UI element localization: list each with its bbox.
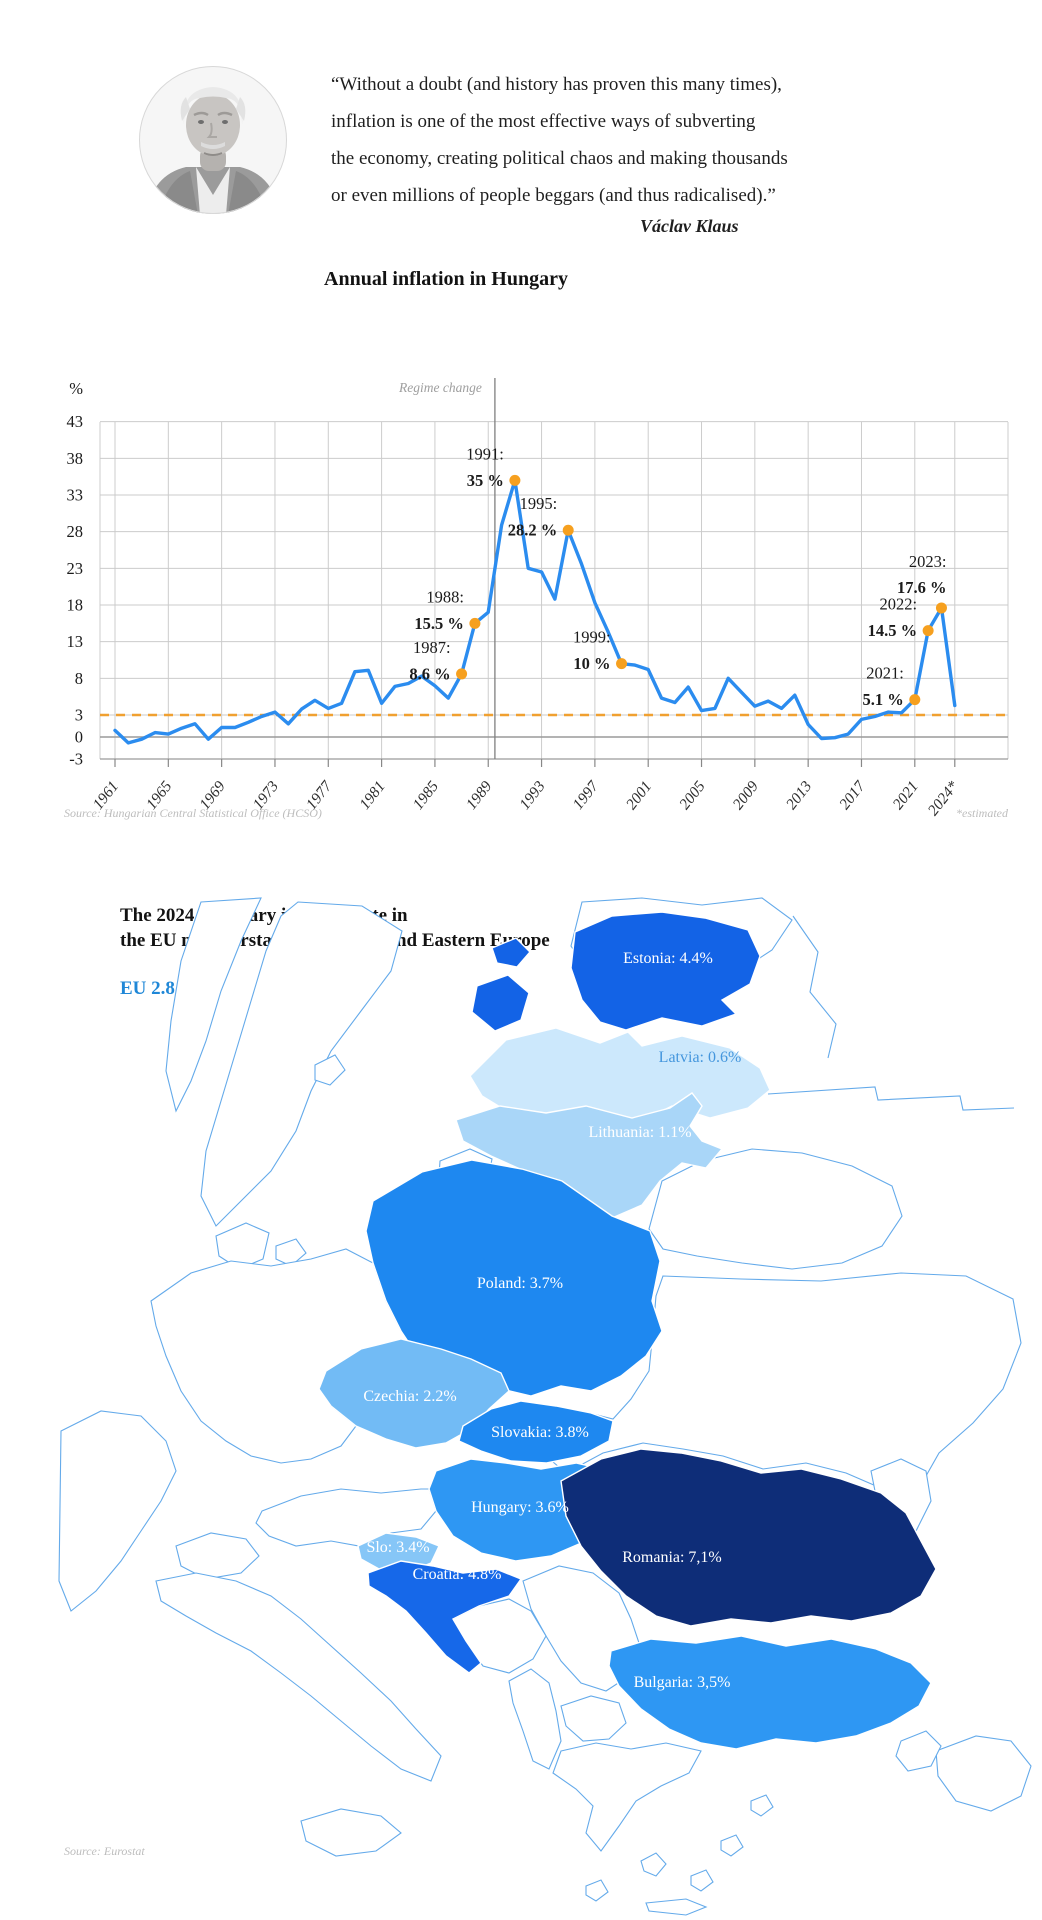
quote-line: the economy, creating political chaos an… — [331, 148, 788, 169]
country-estonia — [491, 937, 531, 968]
outline-country — [165, 897, 262, 1113]
outline-country — [585, 1879, 609, 1902]
svg-text:8: 8 — [75, 669, 83, 688]
country-label-croatia: Croatia: 4.8% — [413, 1566, 502, 1583]
outline-country — [935, 1735, 1032, 1812]
outline-country — [200, 901, 403, 1227]
outline-country — [750, 1794, 774, 1817]
svg-text:18: 18 — [67, 596, 84, 615]
country-label-slovenia: Slo: 3.4% — [366, 1539, 429, 1556]
outline-country — [690, 1869, 714, 1892]
svg-text:17.6 %: 17.6 % — [897, 578, 947, 597]
svg-text:1981: 1981 — [356, 778, 388, 813]
svg-text:%: % — [69, 379, 83, 398]
portrait-photo — [139, 66, 287, 214]
quote-line: or even millions of people beggars (and … — [331, 185, 776, 206]
country-estonia — [471, 974, 530, 1032]
svg-text:23: 23 — [67, 559, 84, 578]
svg-text:13: 13 — [67, 632, 84, 651]
country-bulgaria — [608, 1635, 932, 1750]
border-line — [767, 1086, 1015, 1111]
svg-text:2001: 2001 — [623, 778, 655, 813]
svg-text:33: 33 — [67, 486, 84, 505]
svg-text:2022:: 2022: — [880, 595, 918, 614]
svg-text:2021: 2021 — [889, 778, 921, 813]
svg-text:2021:: 2021: — [866, 664, 904, 683]
outline-country — [640, 1852, 667, 1877]
quote-attribution: Václav Klaus — [640, 216, 739, 236]
svg-text:28.2 %: 28.2 % — [508, 521, 558, 540]
outline-country — [275, 1238, 307, 1267]
outline-country — [895, 1730, 942, 1772]
svg-text:2013: 2013 — [783, 778, 816, 813]
svg-text:2005: 2005 — [676, 778, 709, 813]
country-label-lithuania: Lithuania: 1.1% — [588, 1124, 691, 1141]
country-label-bulgaria: Bulgaria: 3,5% — [634, 1674, 731, 1691]
outline-country — [720, 1834, 744, 1857]
svg-text:1987:: 1987: — [413, 638, 451, 657]
svg-text:10 %: 10 % — [573, 654, 610, 673]
country-label-romania: Romania: 7,1% — [622, 1549, 722, 1566]
country-label-slovakia: Slovakia: 3.8% — [491, 1424, 589, 1441]
outline-country — [645, 1898, 708, 1916]
outline-country — [215, 1222, 270, 1270]
svg-text:2017: 2017 — [836, 777, 869, 813]
svg-text:2009: 2009 — [730, 778, 763, 813]
map-source: Source: Eurostat — [64, 1844, 145, 1858]
chart-footnote: *estimated — [956, 806, 1008, 820]
cee-inflation-map: Estonia: 4.4% Latvia: 0.6% Lithuania: 1.1%… — [58, 897, 1032, 1916]
country-croatia — [367, 1560, 523, 1674]
svg-text:1993: 1993 — [516, 778, 549, 813]
quote-line: inflation is one of the most effective w… — [331, 111, 756, 132]
svg-text:-3: -3 — [69, 749, 83, 768]
outline-country — [58, 1410, 177, 1612]
svg-text:43: 43 — [67, 412, 84, 431]
outline-country — [552, 1742, 702, 1852]
country-label-estonia: Estonia: 4.4% — [623, 950, 713, 967]
chart-source: Source: Hungarian Central Statistical Of… — [64, 806, 322, 820]
svg-text:35 %: 35 % — [467, 471, 504, 490]
country-slovenia — [357, 1532, 440, 1574]
quote-block: “Without a doubt (and history has proven… — [331, 66, 788, 214]
outline-country — [648, 1148, 903, 1270]
country-romania — [560, 1448, 937, 1627]
svg-text:3: 3 — [75, 706, 83, 725]
svg-text:1989: 1989 — [463, 778, 496, 813]
outline-country — [508, 1668, 562, 1770]
outline-country — [155, 1572, 442, 1782]
country-slovakia — [458, 1400, 614, 1464]
chart-title: Annual inflation in Hungary — [324, 268, 568, 290]
svg-text:2023:: 2023: — [909, 552, 947, 571]
svg-text:1991:: 1991: — [466, 444, 504, 463]
svg-text:1988:: 1988: — [426, 587, 464, 606]
quote-line: “Without a doubt (and history has proven… — [331, 74, 782, 95]
svg-text:38: 38 — [67, 449, 84, 468]
svg-text:1985: 1985 — [410, 778, 443, 813]
outline-country — [300, 1808, 402, 1857]
svg-text:8.6 %: 8.6 % — [409, 664, 450, 683]
svg-text:15.5 %: 15.5 % — [414, 614, 464, 633]
outline-country — [255, 1488, 437, 1547]
svg-text:Regime change: Regime change — [398, 380, 482, 395]
country-poland — [365, 1159, 663, 1397]
svg-text:5.1 %: 5.1 % — [863, 690, 904, 709]
country-label-czechia: Czechia: 2.2% — [363, 1388, 456, 1405]
svg-text:1995:: 1995: — [520, 494, 558, 513]
border-line — [792, 915, 837, 1059]
country-label-hungary: Hungary: 3.6% — [471, 1499, 569, 1516]
country-label-poland: Poland: 3.7% — [477, 1275, 563, 1292]
svg-text:1997: 1997 — [570, 777, 603, 813]
svg-text:0: 0 — [75, 728, 83, 747]
svg-text:1999:: 1999: — [573, 628, 611, 647]
outline-country — [175, 1532, 260, 1580]
svg-text:14.5 %: 14.5 % — [868, 621, 918, 640]
country-label-latvia: Latvia: 0.6% — [659, 1049, 742, 1066]
svg-text:28: 28 — [67, 522, 84, 541]
outline-country — [560, 1695, 627, 1742]
country-estonia — [570, 911, 761, 1031]
outline-country — [545, 1272, 1022, 1507]
outline-country — [314, 1054, 346, 1086]
